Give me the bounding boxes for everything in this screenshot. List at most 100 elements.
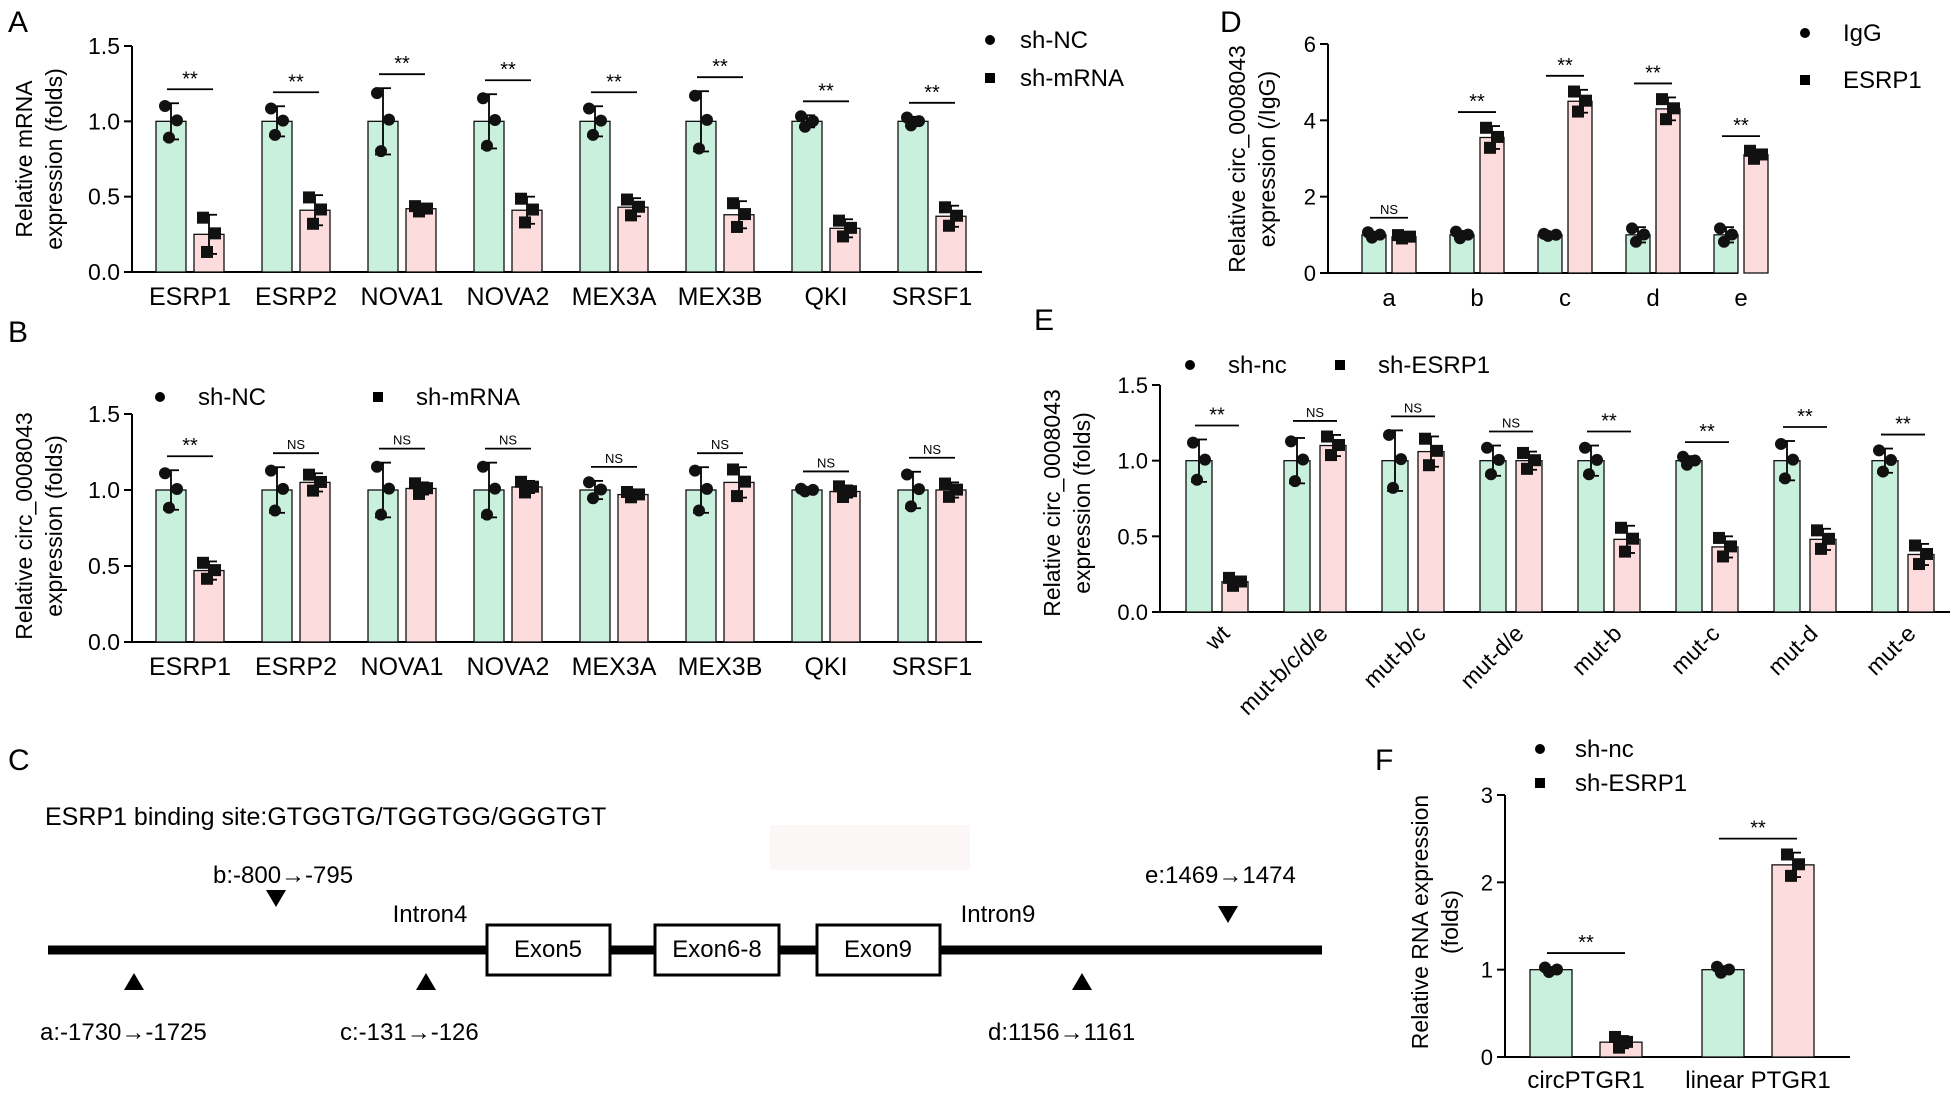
data-point-square [421,482,433,495]
data-point-circle [701,482,713,495]
significance-label: NS [1306,405,1324,420]
data-point-circle [269,504,281,517]
data-point-circle [1199,453,1211,466]
significance-label: ** [288,71,304,93]
significance-label: ** [1750,818,1766,840]
y-axis-label: Relative circ_0008043 expression (folds) [1039,389,1095,617]
exon5-box [485,923,612,977]
data-point-square [633,200,645,213]
data-point-square [1713,531,1725,544]
data-point-square [1815,542,1827,555]
data-point-circle [1787,453,1799,466]
data-point-square [209,227,221,240]
panel-label-e: E [1034,304,1054,337]
legend-square-icon [1335,360,1345,370]
data-point-circle [1387,481,1399,494]
data-point-circle [1638,228,1650,241]
bar-control [579,120,611,273]
x-tick-label: mut-c [1665,620,1724,679]
panel-label-d: D [1220,6,1242,39]
y-tick-label: 0.0 [88,629,120,655]
y-tick-label: 0.5 [88,184,120,210]
data-point-circle [1485,468,1497,481]
data-point-square [1517,446,1529,459]
significance-label: ** [924,82,940,104]
data-point-square [1529,454,1541,467]
x-tick-label: d [1646,285,1659,312]
data-point-square [1235,575,1247,588]
data-point-square [731,220,743,233]
x-tick-label: circPTGR1 [1527,1067,1644,1094]
bar-treatment [405,208,437,273]
data-point-circle [1374,228,1386,241]
data-point-circle [807,115,819,128]
bar-treatment [299,481,331,643]
data-point-circle [1289,475,1301,488]
data-point-square [209,564,221,577]
legend-circle-icon [1800,28,1810,38]
data-point-circle [477,92,489,105]
bar-treatment [617,493,649,643]
x-tick-label: MEX3B [678,653,763,681]
significance-label: NS [499,433,517,448]
legend-label: sh-mRNA [416,384,520,411]
y-axis-label-line: expression (folds) [1069,412,1095,594]
panel-label-c: C [8,744,30,777]
legend-square-icon [1800,75,1810,85]
data-point-square [845,221,857,234]
x-tick-label: NOVA1 [361,653,444,681]
data-point-square [1627,532,1639,545]
data-point-square [197,556,209,569]
significance-label: ** [1797,406,1813,428]
data-point-circle [595,114,607,127]
legend-square-icon [1535,778,1545,788]
data-point-circle [1462,228,1474,241]
bar-control [897,120,929,273]
legend-square-icon [373,392,383,402]
bar-treatment [1743,154,1769,274]
significance-label: NS [711,437,729,452]
legend-circle-icon [155,392,165,402]
bar-treatment [1567,100,1593,274]
significance-label: ** [1469,91,1485,113]
y-tick-label: 6 [1304,32,1316,57]
data-point-circle [1583,468,1595,481]
data-point-circle [1873,444,1885,457]
x-tick-label: ESRP2 [255,653,337,681]
significance-label: ** [1557,55,1573,77]
x-tick-label: mut-d/e [1455,620,1529,694]
chart-panel-a: A 0.0 0.5 1.0 1.5 Relative mRNA expression (fo… [8,6,1124,311]
y-tick-label: 3 [1481,783,1493,808]
data-point-square [1484,141,1496,154]
significance-label: NS [817,455,835,470]
x-tick-label: mut-b/c/d/e [1233,620,1333,720]
data-point-circle [489,113,501,126]
data-point-square [939,201,951,214]
y-tick-label: 2 [1481,870,1493,895]
intron4-label: Intron4 [393,901,468,928]
data-point-square [1660,113,1672,126]
y-tick-label: 1 [1481,958,1493,983]
y-axis-label: Relative circ_0008043 expression (folds) [11,412,67,640]
bar-control [1871,460,1899,613]
data-point-square [951,209,963,222]
x-tick-label: QKI [804,283,847,311]
data-point-square [303,191,315,204]
data-point-square [833,480,845,493]
data-point-square [1333,439,1345,452]
data-point-circle [375,145,387,158]
bar-treatment [1417,450,1445,613]
data-point-circle [1626,222,1638,235]
y-axis-label-line: Relative circ_0008043 [11,412,37,640]
data-point-square [1811,524,1823,537]
significance-label: ** [818,80,834,102]
data-point-square [1725,540,1737,553]
bar-control [155,120,187,273]
data-point-circle [1187,436,1199,449]
intron9-label: Intron9 [961,901,1036,928]
site-b-label: b:-800→-795 [213,862,353,889]
data-point-square [1419,432,1431,445]
y-tick-label: 4 [1304,108,1316,133]
data-point-square [1572,105,1584,118]
legend-circle-icon [1535,744,1545,754]
